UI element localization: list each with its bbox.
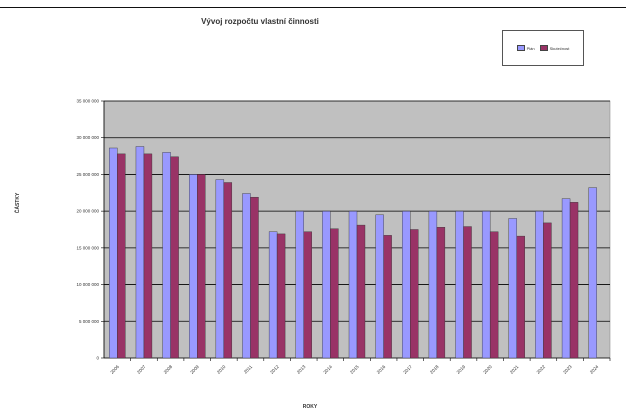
bar-plan <box>375 214 384 359</box>
legend-label-plan: Plán <box>526 45 535 51</box>
bar-actual <box>410 229 419 359</box>
x-tick-label: 2010 <box>216 364 227 375</box>
x-tick-label: 2018 <box>429 364 440 375</box>
top-rule <box>0 7 626 8</box>
bar-actual <box>276 233 286 359</box>
bar-actual <box>170 156 179 359</box>
bar-actual <box>356 224 366 359</box>
legend-item-plan: Plán <box>516 45 535 51</box>
bar-plan <box>109 147 118 359</box>
x-tick-label: 2013 <box>296 364 307 375</box>
bar-actual <box>117 153 126 359</box>
bar-plan <box>588 187 597 359</box>
bar-plan <box>189 174 198 359</box>
y-tick-label: 15 000 000 <box>76 245 99 250</box>
x-tick-label: 2022 <box>536 364 547 375</box>
legend-swatch-plan <box>516 45 525 51</box>
x-tick-label: 2012 <box>269 364 280 375</box>
bar-plan <box>428 210 438 359</box>
chart-title: Vývoj rozpočtu vlastní činnosti <box>201 17 319 26</box>
x-tick-label: 2019 <box>456 364 467 375</box>
bar-plan <box>215 179 225 359</box>
bar-actual <box>543 222 552 359</box>
bar-actual <box>436 227 446 359</box>
x-tick-label: 2020 <box>482 364 493 375</box>
x-tick-label: 2017 <box>402 364 413 375</box>
legend-swatch-actual <box>539 45 548 51</box>
bar-plan <box>561 198 571 359</box>
x-tick-label: 2008 <box>163 364 174 375</box>
bar-actual <box>383 235 392 359</box>
x-tick-label: 2015 <box>349 364 360 375</box>
bar-plan <box>508 218 517 359</box>
x-axis-label: ROKY <box>302 404 318 410</box>
bar-actual <box>463 226 472 359</box>
y-tick-label: 0 <box>96 356 99 361</box>
bar-plan <box>322 210 331 359</box>
x-tick-label: 2009 <box>189 364 200 375</box>
bar-plan <box>242 193 251 359</box>
bar-plan <box>162 152 171 359</box>
y-tick-label: 25 000 000 <box>76 172 99 177</box>
bar-actual <box>143 153 153 359</box>
bar-actual <box>569 202 579 359</box>
bar-plan <box>268 231 278 359</box>
bar-plan <box>455 210 464 359</box>
x-tick-label: 2007 <box>136 364 147 375</box>
y-tick-label: 10 000 000 <box>76 282 99 287</box>
x-tick-label: 2021 <box>509 364 520 375</box>
x-tick-label: 2016 <box>376 364 387 375</box>
y-tick-label: 35 000 000 <box>76 99 99 104</box>
bar-actual <box>197 174 206 359</box>
bar-plan <box>348 210 358 359</box>
bar-actual <box>250 196 259 359</box>
bar-plan <box>481 210 491 359</box>
x-tick-label: 2011 <box>243 364 254 375</box>
bar-actual <box>516 235 525 359</box>
bar-plan <box>402 210 411 359</box>
bar-plan <box>295 210 304 359</box>
bar-actual <box>489 231 499 359</box>
bar-actual <box>223 182 233 359</box>
x-tick-label: 2024 <box>589 364 600 375</box>
y-tick-label: 20 000 000 <box>76 209 99 214</box>
y-tick-label: 30 000 000 <box>76 135 99 140</box>
legend-label-actual: Skutečnost <box>549 45 570 51</box>
x-tick-label: 2014 <box>322 364 333 375</box>
bar-plan <box>135 146 145 359</box>
bar-actual <box>330 228 339 359</box>
x-tick-label: 2023 <box>562 364 573 375</box>
chart-legend: Plán Skutečnost <box>502 30 584 66</box>
legend-item-actual: Skutečnost <box>539 45 570 51</box>
bar-actual <box>303 231 312 359</box>
bar-plan <box>535 210 544 359</box>
x-tick-label: 2006 <box>109 364 120 375</box>
y-tick-label: 5 000 000 <box>79 319 100 324</box>
